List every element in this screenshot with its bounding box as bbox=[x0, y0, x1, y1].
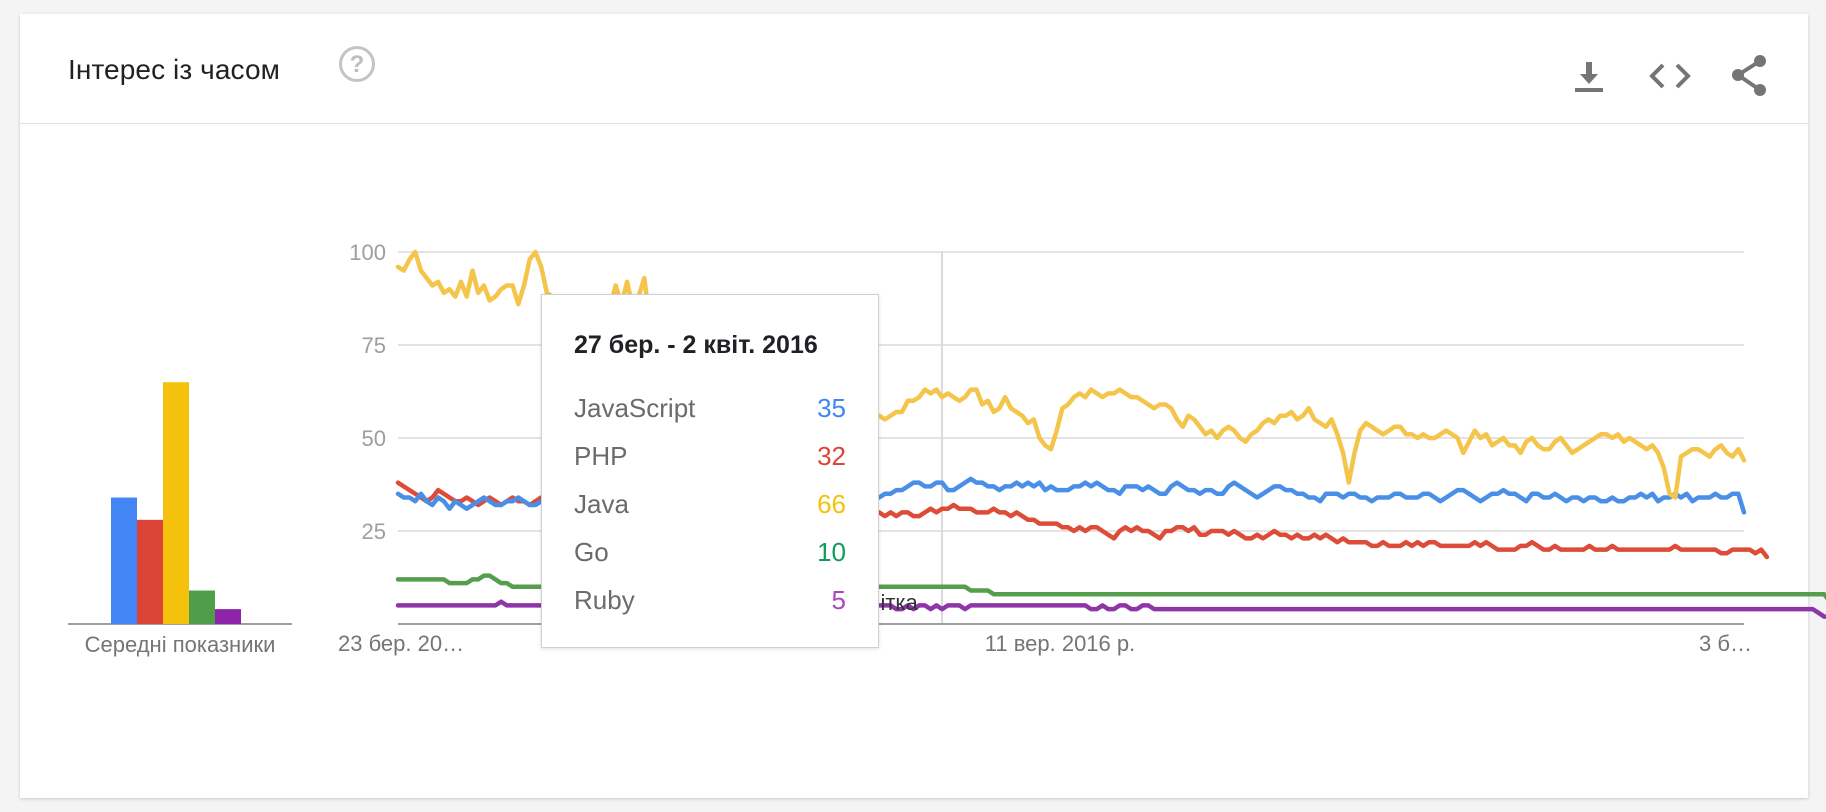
x-tick-label: 23 бер. 20… bbox=[338, 631, 464, 656]
average-label: Середні показники bbox=[85, 632, 276, 657]
embed-code-icon[interactable] bbox=[1648, 58, 1692, 94]
average-bar-chart: Середні показники bbox=[68, 382, 292, 657]
tooltip-series-name: Go bbox=[574, 537, 609, 567]
help-icon[interactable]: ? bbox=[339, 46, 375, 82]
card-header: Інтерес із часом ? bbox=[20, 14, 1808, 124]
y-tick-label: 50 bbox=[362, 426, 386, 451]
download-icon[interactable] bbox=[1571, 58, 1607, 94]
tooltip-series-value: 35 bbox=[817, 393, 846, 423]
tooltip-row: Ruby 5 bbox=[574, 585, 846, 617]
tooltip-series-value: 66 bbox=[817, 489, 846, 519]
tooltip-row: Go 10 bbox=[574, 537, 846, 569]
hover-tooltip: 27 бер. - 2 квіт. 2016 JavaScript 35 PHP… bbox=[541, 294, 879, 648]
tooltip-series-value: 5 bbox=[831, 585, 846, 615]
tooltip-date: 27 бер. - 2 квіт. 2016 bbox=[574, 331, 818, 359]
card-title: Інтерес із часом bbox=[68, 54, 280, 85]
tooltip-series-name: JavaScript bbox=[574, 393, 696, 423]
x-tick-label: 11 вер. 2016 р. bbox=[985, 631, 1136, 656]
tooltip-row: JavaScript 35 bbox=[574, 393, 846, 425]
avg-bar-java[interactable] bbox=[163, 382, 189, 624]
tooltip-series-value: 10 bbox=[817, 537, 846, 567]
tooltip-series-value: 32 bbox=[817, 441, 846, 471]
share-icon[interactable] bbox=[1729, 54, 1769, 98]
tooltip-row: PHP 32 bbox=[574, 441, 846, 473]
tooltip-series-name: Ruby bbox=[574, 585, 635, 615]
avg-bar-php[interactable] bbox=[137, 519, 163, 624]
y-tick-label: 25 bbox=[362, 519, 386, 544]
x-tick-label: 3 б… bbox=[1699, 631, 1752, 656]
tooltip-series-name: PHP bbox=[574, 441, 628, 471]
avg-bar-go[interactable] bbox=[189, 590, 215, 624]
tooltip-series-name: Java bbox=[574, 489, 629, 519]
avg-bar-javascript[interactable] bbox=[111, 497, 137, 624]
avg-bar-ruby[interactable] bbox=[215, 609, 241, 624]
y-tick-label: 100 bbox=[349, 240, 386, 265]
y-tick-label: 75 bbox=[362, 333, 386, 358]
tooltip-row: Java 66 bbox=[574, 489, 846, 521]
interest-over-time-card: Інтерес із часом ? bbox=[20, 14, 1808, 798]
